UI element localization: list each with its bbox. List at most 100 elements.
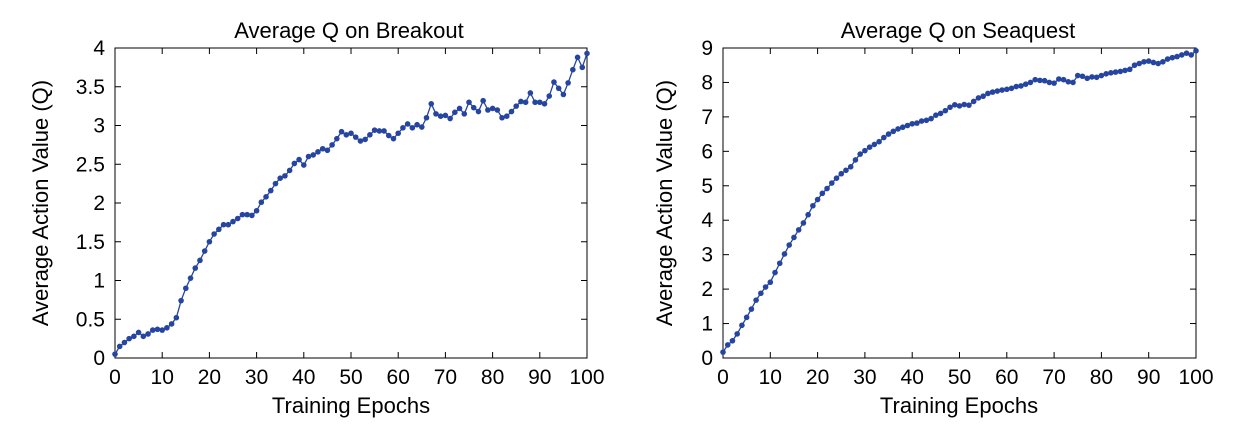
data-point <box>904 122 911 129</box>
data-point <box>395 130 402 137</box>
y-axis-label: Average Action Value (Q) <box>652 80 677 326</box>
x-tick-label: 50 <box>948 366 971 389</box>
data-point <box>843 167 849 174</box>
data-point <box>371 127 378 133</box>
breakout-chart: Average Q on Breakout 0 10 20 30 40 50 60 70 80 9… <box>28 18 605 418</box>
data-point <box>975 95 982 101</box>
data-point <box>800 220 807 226</box>
data-point <box>253 207 260 214</box>
data-point <box>1117 68 1124 75</box>
data-point <box>1108 70 1114 76</box>
series-line <box>114 53 588 355</box>
data-point <box>1046 79 1053 86</box>
data-point <box>267 187 274 194</box>
x-tick-label: 90 <box>528 366 551 389</box>
data-point <box>1022 81 1029 87</box>
x-tick-label: 40 <box>901 366 924 389</box>
data-point <box>1179 52 1185 58</box>
data-point <box>876 138 882 145</box>
data-point <box>734 331 740 337</box>
data-point <box>1164 56 1171 62</box>
data-point <box>447 115 453 122</box>
data-point <box>537 99 543 106</box>
data-point <box>1060 76 1067 83</box>
data-point <box>1041 77 1048 84</box>
data-point <box>442 112 449 119</box>
data-point <box>546 93 553 99</box>
data-point <box>819 190 826 197</box>
data-point <box>263 194 269 200</box>
data-point <box>857 151 863 157</box>
x-tick-label: 40 <box>292 366 315 389</box>
data-point <box>249 212 255 219</box>
data-point <box>1032 76 1038 83</box>
plot-frame <box>722 47 1197 359</box>
data-point <box>881 134 887 141</box>
y-tick-label: 1.5 <box>76 231 105 254</box>
y-tick-label: 9 <box>701 37 713 60</box>
data-point <box>743 314 750 321</box>
x-tick-label: 60 <box>387 366 410 389</box>
x-axis-ticks: 0 10 20 30 40 50 60 70 80 90 100 <box>109 48 605 389</box>
y-tick-label: 0 <box>93 347 105 370</box>
data-point <box>584 50 590 57</box>
data-point <box>419 124 425 130</box>
data-point <box>824 185 830 192</box>
data-point <box>319 145 326 152</box>
data-point <box>1084 75 1091 82</box>
data-point <box>112 351 118 357</box>
data-point <box>116 343 123 350</box>
data-point <box>899 124 906 131</box>
data-point <box>748 306 755 312</box>
plot-frame <box>114 47 588 359</box>
data-point <box>847 164 854 170</box>
data-point <box>729 337 736 344</box>
data-point <box>551 79 557 85</box>
data-point <box>522 99 529 106</box>
y-tick-label: 5 <box>701 175 713 198</box>
data-point <box>239 211 246 218</box>
x-tick-label: 20 <box>198 366 221 389</box>
data-point <box>1131 62 1138 69</box>
data-point <box>131 333 137 340</box>
data-point <box>966 102 972 108</box>
data-point <box>244 211 250 218</box>
data-point <box>286 167 293 174</box>
data-point <box>1155 60 1161 67</box>
data-point <box>527 90 534 96</box>
data-point <box>513 103 519 109</box>
x-axis-label: Training Epochs <box>880 393 1038 418</box>
data-point <box>1188 52 1195 58</box>
data-point <box>579 64 586 71</box>
data-point <box>466 99 472 106</box>
y-axis-label: Average Action Value (Q) <box>28 80 53 326</box>
data-point <box>1183 50 1190 56</box>
data-point <box>956 103 963 109</box>
data-point <box>461 111 468 117</box>
data-point <box>1098 72 1105 79</box>
y-tick-label: 7 <box>701 106 713 129</box>
data-point <box>574 54 581 61</box>
data-point <box>489 105 496 112</box>
data-point <box>1126 66 1133 73</box>
data-point <box>381 128 387 134</box>
data-point <box>1174 53 1180 60</box>
data-point <box>1056 76 1062 82</box>
x-tick-label: 30 <box>245 366 268 389</box>
data-point <box>452 109 458 116</box>
y-tick-label: 3 <box>93 115 105 138</box>
data-point <box>508 108 515 115</box>
data-point <box>1141 58 1147 65</box>
data-point <box>866 144 873 150</box>
data-point <box>164 324 170 331</box>
series-breakout <box>112 50 590 357</box>
data-point <box>390 135 397 142</box>
data-point <box>791 234 797 241</box>
data-point <box>428 101 435 107</box>
data-point <box>961 101 968 108</box>
data-point <box>989 89 996 95</box>
y-tick-label: 1 <box>93 270 105 293</box>
data-point <box>828 180 835 186</box>
y-axis-ticks: 0 0.5 1 1.5 2 2.5 3 3.5 4 <box>76 37 587 370</box>
data-point <box>1145 58 1152 64</box>
